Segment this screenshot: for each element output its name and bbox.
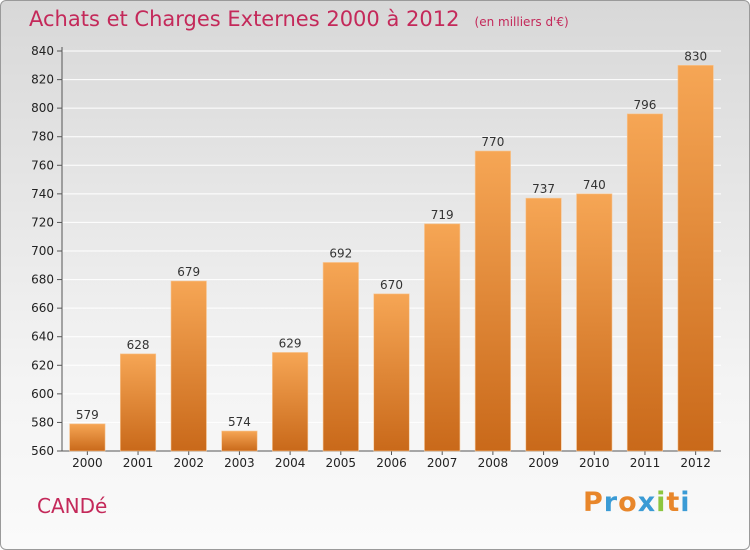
bar — [525, 197, 562, 452]
logo-letter: x — [637, 487, 657, 518]
x-tick-label: 2007 — [427, 456, 458, 470]
y-tick-label: 760 — [31, 158, 54, 172]
y-tick-label: 600 — [31, 387, 54, 401]
value-label: 719 — [431, 208, 454, 222]
y-tick-label: 620 — [31, 358, 54, 372]
value-label: 830 — [684, 49, 707, 63]
x-tick-label: 2006 — [376, 456, 407, 470]
bar — [221, 430, 258, 452]
value-label: 737 — [532, 182, 555, 196]
x-tick-label: 2010 — [579, 456, 610, 470]
x-tick-label: 2005 — [326, 456, 357, 470]
x-tick-label: 2000 — [72, 456, 103, 470]
bar — [424, 223, 461, 452]
value-label: 740 — [583, 178, 606, 192]
logo-letter: r — [603, 487, 619, 518]
y-tick-label: 780 — [31, 130, 54, 144]
commune-name: CANDé — [37, 494, 108, 518]
bars — [69, 64, 714, 452]
value-label: 692 — [329, 246, 352, 260]
logo-letter: P — [583, 487, 604, 518]
x-tick-label: 2009 — [528, 456, 559, 470]
x-tick-label: 2011 — [630, 456, 661, 470]
value-label: 579 — [76, 408, 99, 422]
bar — [677, 64, 714, 452]
value-label: 628 — [127, 338, 150, 352]
x-tick-label: 2002 — [173, 456, 204, 470]
x-tick-label: 2012 — [680, 456, 711, 470]
logo-letter: o — [618, 487, 638, 518]
logo-letter: i — [656, 487, 667, 518]
y-tick-label: 720 — [31, 215, 54, 229]
value-label: 796 — [634, 98, 657, 112]
value-label: 629 — [279, 336, 302, 350]
bar — [119, 353, 157, 452]
x-tick-label: 2008 — [478, 456, 509, 470]
bar — [373, 293, 410, 452]
y-tick-label: 580 — [31, 415, 54, 429]
logo-letter: t — [666, 487, 681, 518]
value-label: 679 — [177, 265, 200, 279]
y-tick-label: 640 — [31, 330, 54, 344]
labels: 560 580 600 620 640 660 680 700 720 740 760 780 800 8… — [31, 44, 711, 470]
y-tick-label: 680 — [31, 273, 54, 287]
y-tick-label: 700 — [31, 244, 54, 258]
y-tick-label: 820 — [31, 73, 54, 87]
chart-title-text: Achats et Charges Externes 2000 à 2012 — [29, 7, 460, 31]
value-label: 574 — [228, 415, 251, 429]
bar — [626, 113, 664, 452]
bar — [69, 423, 106, 452]
bar — [474, 150, 511, 452]
value-label: 670 — [380, 278, 403, 292]
chart-title: Achats et Charges Externes 2000 à 2012 (… — [29, 7, 569, 31]
logo-letter: i — [680, 487, 691, 518]
y-tick-label: 660 — [31, 301, 54, 315]
bar — [272, 352, 309, 452]
unit-note: (en milliers d'€) — [474, 15, 569, 29]
x-tick-label: 2003 — [224, 456, 255, 470]
value-label: 770 — [481, 135, 504, 149]
bar — [322, 262, 359, 452]
y-tick-label: 740 — [31, 187, 54, 201]
y-tick-label: 840 — [31, 44, 54, 58]
bar — [576, 193, 613, 452]
proxiti-logo[interactable]: Proxiti — [583, 487, 691, 518]
bar — [170, 280, 207, 452]
x-tick-label: 2001 — [123, 456, 154, 470]
x-tick-label: 2004 — [275, 456, 306, 470]
y-tick-label: 800 — [31, 101, 54, 115]
y-tick-label: 560 — [31, 444, 54, 458]
